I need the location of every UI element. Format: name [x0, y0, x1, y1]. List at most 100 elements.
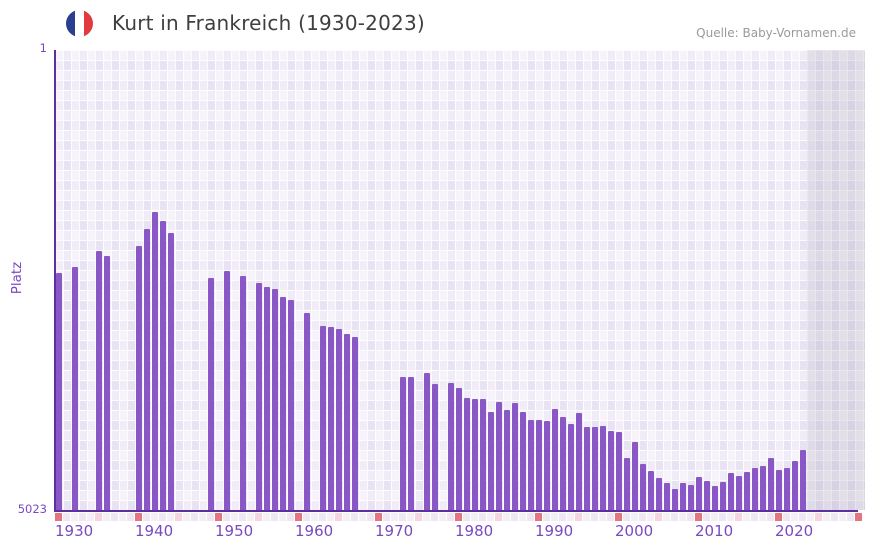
- bar-1977[interactable]: [432, 384, 438, 510]
- timeline-cell: [823, 513, 830, 521]
- bar-1979[interactable]: [448, 383, 454, 510]
- timeline-cell: [583, 513, 590, 521]
- bar-1985[interactable]: [496, 402, 502, 510]
- bar-1999[interactable]: [608, 430, 614, 510]
- bar-1993[interactable]: [560, 416, 566, 510]
- timeline-cell: [839, 513, 846, 521]
- timeline-cell: [407, 513, 414, 521]
- bar-2011[interactable]: [704, 480, 710, 510]
- bar-1987[interactable]: [512, 403, 518, 510]
- bar-1943[interactable]: [160, 221, 166, 510]
- bar-2023[interactable]: [800, 450, 806, 510]
- bar-1965[interactable]: [336, 329, 342, 510]
- half-decade-marker-2015: [735, 513, 742, 521]
- decade-marker-1960: [295, 513, 302, 521]
- bar-2006[interactable]: [664, 483, 670, 510]
- bar-2000[interactable]: [616, 432, 622, 510]
- bar-2003[interactable]: [640, 463, 646, 510]
- half-decade-marker-1995: [575, 513, 582, 521]
- bar-2017[interactable]: [752, 468, 758, 510]
- bar-1932[interactable]: [72, 266, 78, 510]
- bar-1953[interactable]: [240, 275, 246, 510]
- bar-1935[interactable]: [96, 250, 102, 510]
- bar-1942[interactable]: [152, 212, 158, 510]
- x-tick-1930: 1930: [55, 522, 94, 540]
- decade-marker-2000: [615, 513, 622, 521]
- bar-1992[interactable]: [552, 408, 558, 510]
- bar-1995[interactable]: [576, 413, 582, 510]
- timeline-cell: [751, 513, 758, 521]
- bar-2014[interactable]: [728, 473, 734, 510]
- bar-1966[interactable]: [344, 333, 350, 510]
- bar-1994[interactable]: [568, 424, 574, 510]
- bar-2016[interactable]: [744, 471, 750, 510]
- bar-2009[interactable]: [688, 484, 694, 510]
- bar-1936[interactable]: [104, 256, 110, 510]
- decade-marker-2010: [695, 513, 702, 521]
- decade-marker-2030: [855, 513, 862, 521]
- bar-1964[interactable]: [328, 326, 334, 510]
- bar-1973[interactable]: [400, 377, 406, 510]
- bar-1998[interactable]: [600, 425, 606, 510]
- bar-1991[interactable]: [544, 420, 550, 510]
- bar-1980[interactable]: [456, 387, 462, 510]
- bar-2021[interactable]: [784, 468, 790, 510]
- timeline-cell: [247, 513, 254, 521]
- bar-2002[interactable]: [632, 442, 638, 510]
- bar-1988[interactable]: [520, 412, 526, 510]
- timeline-cell: [559, 513, 566, 521]
- bar-2019[interactable]: [768, 458, 774, 510]
- bar-2007[interactable]: [672, 488, 678, 510]
- timeline-cell: [319, 513, 326, 521]
- bar-1930[interactable]: [56, 272, 62, 510]
- bar-1957[interactable]: [272, 289, 278, 510]
- decade-marker-1930: [55, 513, 62, 521]
- bar-2020[interactable]: [776, 469, 782, 510]
- decade-marker-2020: [775, 513, 782, 521]
- bar-2012[interactable]: [712, 485, 718, 510]
- timeline-cell: [423, 513, 430, 521]
- bar-1984[interactable]: [488, 412, 494, 510]
- bar-2008[interactable]: [680, 483, 686, 510]
- bar-1949[interactable]: [208, 277, 214, 510]
- bar-1990[interactable]: [536, 419, 542, 510]
- timeline-cell: [551, 513, 558, 521]
- bar-2010[interactable]: [696, 477, 702, 510]
- bar-1955[interactable]: [256, 283, 262, 510]
- bar-1983[interactable]: [480, 398, 486, 510]
- timeline-cell: [831, 513, 838, 521]
- timeline-cell: [567, 513, 574, 521]
- bar-1982[interactable]: [472, 399, 478, 510]
- bar-1961[interactable]: [304, 312, 310, 510]
- bar-1986[interactable]: [504, 409, 510, 510]
- bar-2004[interactable]: [648, 470, 654, 510]
- bar-1958[interactable]: [280, 297, 286, 510]
- timeline-cell: [159, 513, 166, 521]
- bar-2015[interactable]: [736, 475, 742, 510]
- bar-2022[interactable]: [792, 461, 798, 510]
- bar-2005[interactable]: [656, 478, 662, 510]
- bar-1996[interactable]: [584, 426, 590, 510]
- bar-1967[interactable]: [352, 337, 358, 510]
- bar-1989[interactable]: [528, 419, 534, 510]
- future-years-band: [807, 50, 865, 510]
- bar-1956[interactable]: [264, 286, 270, 510]
- bar-1974[interactable]: [408, 377, 414, 510]
- bar-1951[interactable]: [224, 271, 230, 510]
- half-decade-marker-1965: [335, 513, 342, 521]
- bar-1981[interactable]: [464, 397, 470, 510]
- bar-1944[interactable]: [168, 233, 174, 510]
- decade-marker-1990: [535, 513, 542, 521]
- bar-1963[interactable]: [320, 326, 326, 510]
- bar-1959[interactable]: [288, 299, 294, 510]
- bar-2013[interactable]: [720, 481, 726, 510]
- timeline-cell: [479, 513, 486, 521]
- bar-2018[interactable]: [760, 465, 766, 510]
- bar-1940[interactable]: [136, 245, 142, 510]
- bar-1976[interactable]: [424, 373, 430, 510]
- bar-2001[interactable]: [624, 457, 630, 510]
- timeline-cell: [63, 513, 70, 521]
- bar-1941[interactable]: [144, 228, 150, 510]
- timeline-cell: [431, 513, 438, 521]
- bar-1997[interactable]: [592, 426, 598, 510]
